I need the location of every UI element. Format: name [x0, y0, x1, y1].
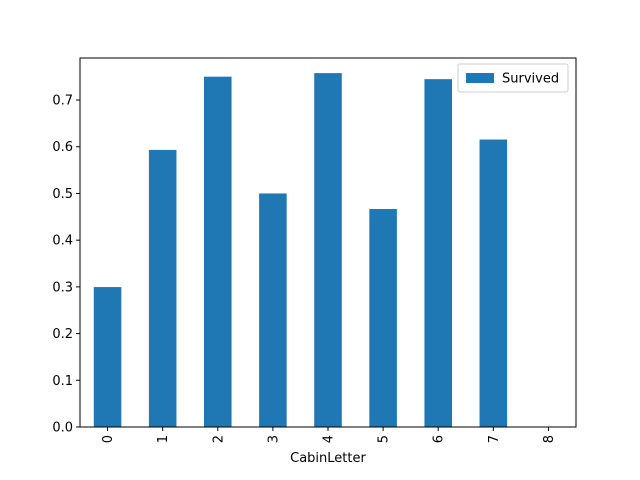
x-tick-label-2: 2: [211, 435, 226, 443]
x-tick-label-1: 1: [156, 435, 171, 443]
y-tick-label: 0.4: [52, 234, 73, 249]
bar-7: [479, 139, 508, 428]
x-tick-label-4: 4: [322, 435, 337, 443]
x-tick-label-0: 0: [101, 435, 116, 443]
x-tick-label-6: 6: [432, 435, 447, 443]
bar-4: [314, 73, 342, 427]
legend-swatch-survived: [466, 73, 494, 83]
x-axis-label: CabinLetter: [290, 451, 366, 466]
bar-0: [93, 287, 122, 427]
bar-2: [204, 76, 232, 428]
legend-label-survived: Survived: [502, 72, 559, 87]
x-tick-label-3: 3: [266, 435, 281, 443]
bar-5: [369, 209, 397, 427]
y-tick-label: 0.7: [52, 94, 73, 109]
x-tick-label-7: 7: [487, 435, 502, 443]
x-tick-label-5: 5: [377, 435, 392, 443]
bars-group: [93, 73, 508, 428]
plot-frame: [79, 57, 577, 428]
legend: Survived: [457, 63, 569, 93]
y-tick-label: 0.2: [52, 327, 73, 342]
y-tick-label: 0.5: [52, 187, 73, 202]
bar-6: [424, 79, 452, 427]
legend-box: [457, 63, 569, 93]
y-tick-label: 0.3: [52, 280, 73, 295]
y-axis: 0.0 0.1 0.2 0.3 0.4 0.5 0.6 0.7: [52, 94, 80, 436]
y-tick-label: 0.0: [52, 421, 73, 436]
y-tick-label: 0.1: [52, 374, 73, 389]
x-tick-label-8: 8: [542, 435, 557, 443]
bar-3: [259, 193, 287, 427]
bar-1: [148, 149, 177, 427]
y-tick-label: 0.6: [52, 140, 73, 155]
x-axis: 0 1 2 3 4 5 6 7 8: [101, 427, 557, 443]
